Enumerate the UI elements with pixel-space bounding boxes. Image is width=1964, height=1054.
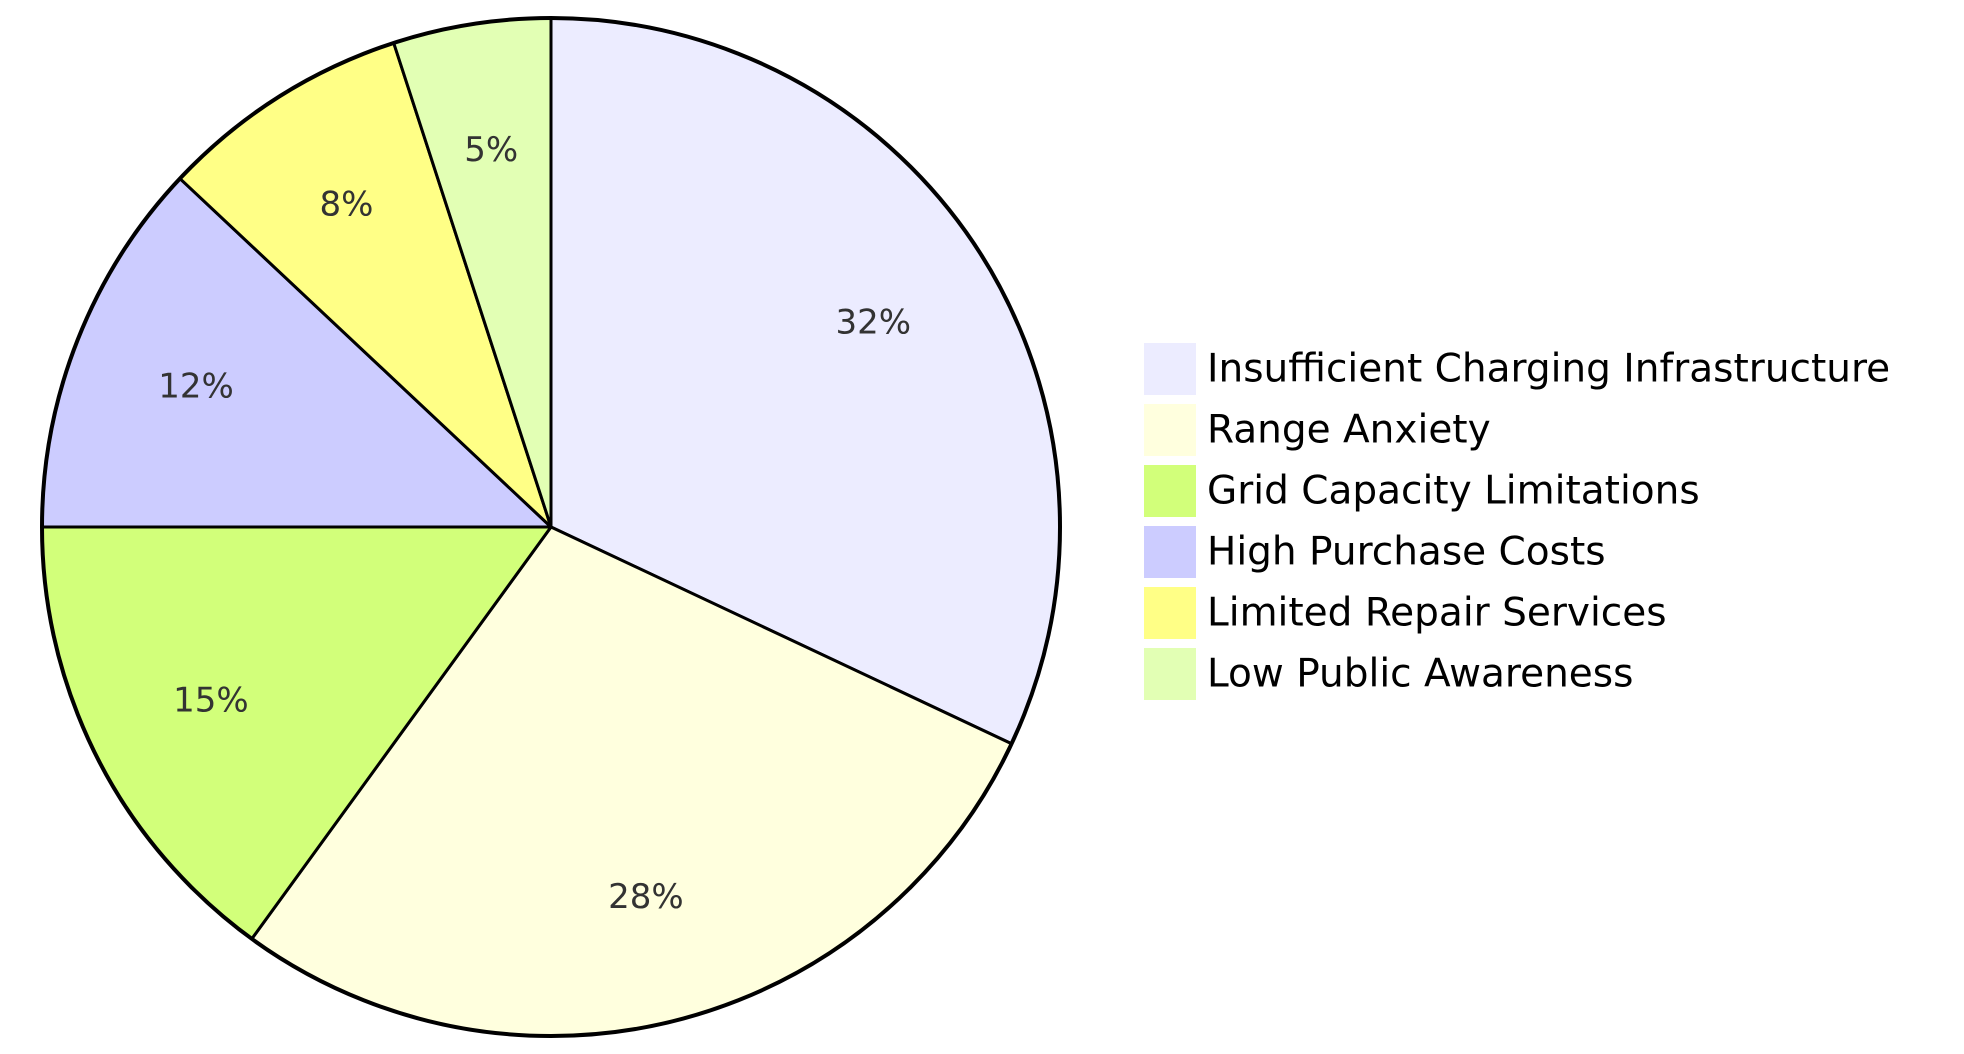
legend-swatch-grid-capacity-limitations xyxy=(1144,465,1196,517)
legend-label-grid-capacity-limitations: Grid Capacity Limitations xyxy=(1207,469,1700,514)
pie-outline xyxy=(40,16,1062,1038)
slice-percent-label: 5% xyxy=(464,130,518,170)
slice-percent-label: 32% xyxy=(836,302,912,342)
pie-slices xyxy=(40,16,1062,1038)
legend-label-low-public-awareness: Low Public Awareness xyxy=(1207,652,1633,697)
legend-label-insufficient-charging-infrastructure: Insufficient Charging Infrastructure xyxy=(1207,347,1890,392)
legend-label-high-purchase-costs: High Purchase Costs xyxy=(1207,530,1606,575)
slice-percent-label: 28% xyxy=(608,877,684,917)
legend-label-limited-repair-services: Limited Repair Services xyxy=(1207,591,1667,636)
slice-percent-label: 8% xyxy=(319,185,373,225)
legend-swatch-high-purchase-costs xyxy=(1144,526,1196,578)
legend-swatch-range-anxiety xyxy=(1144,404,1196,456)
legend-swatch-low-public-awareness xyxy=(1144,648,1196,700)
legend: Insufficient Charging Infrastructure Rang… xyxy=(1144,343,1890,700)
slice-percent-label: 12% xyxy=(158,366,234,406)
slice-percent-label: 15% xyxy=(173,680,249,720)
legend-swatch-insufficient-charging-infrastructure xyxy=(1144,343,1196,395)
pie-slice-labels: 32% 28% 15% 12% 8% 5% xyxy=(158,130,911,917)
legend-label-range-anxiety: Range Anxiety xyxy=(1207,408,1491,453)
legend-swatch-limited-repair-services xyxy=(1144,587,1196,639)
